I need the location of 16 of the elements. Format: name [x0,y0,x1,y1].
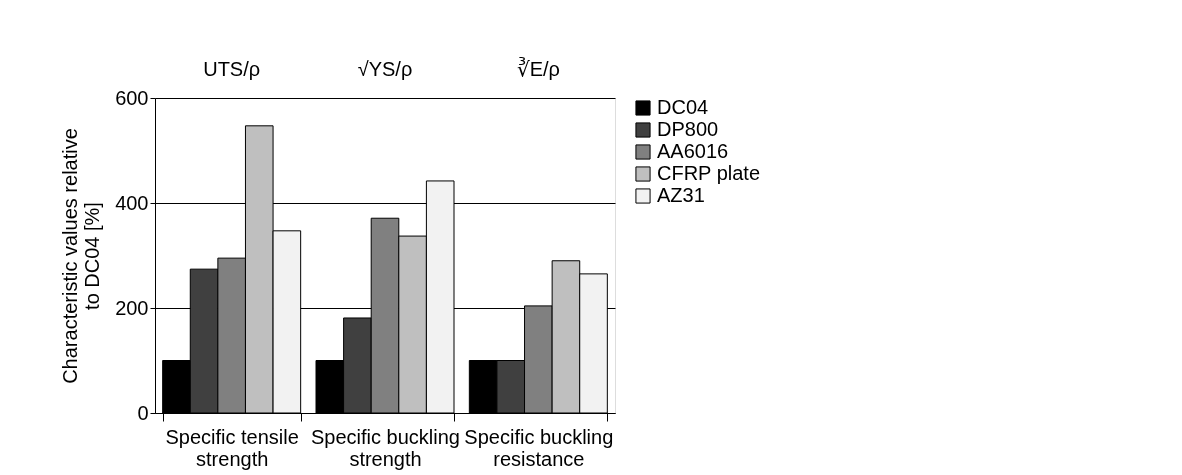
x-tick-label: Specific buckling resistance [464,425,614,470]
text: √YS/ρ [357,58,413,80]
y-axis-title: Characteristic values relative to DC04 [%] [59,128,104,384]
legend-label: CFRP plate [657,162,761,184]
legend-label: DP800 [657,118,719,140]
legend-label: AA6016 [657,140,729,162]
legend-label: AZ31 [657,184,705,206]
y-tick-label: 400 [115,191,149,214]
y-tick-label: 200 [115,296,149,319]
x-tick-label: Specific tensile strength [165,425,299,470]
text: UTS/ρ [203,58,261,80]
y-tick-label: 0 [137,401,149,424]
x-tick-label: Specific buckling strength [311,425,460,470]
legend-label: DC04 [657,96,709,118]
y-tick-label: 600 [115,86,149,109]
text: ∛E/ρ [516,57,560,80]
